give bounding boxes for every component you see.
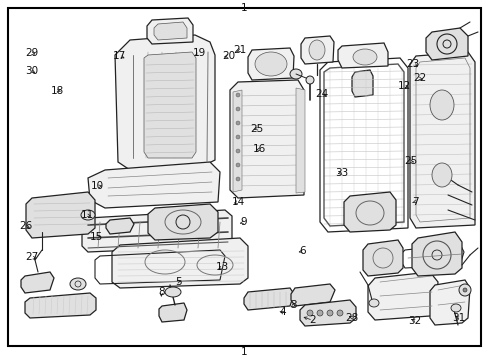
Text: 13: 13 xyxy=(215,262,229,272)
Ellipse shape xyxy=(368,299,378,307)
Polygon shape xyxy=(112,238,247,288)
Text: 23: 23 xyxy=(406,59,419,69)
Polygon shape xyxy=(159,303,186,322)
Ellipse shape xyxy=(458,284,470,296)
Text: 15: 15 xyxy=(90,232,103,242)
Polygon shape xyxy=(25,293,96,318)
Text: 31: 31 xyxy=(451,312,465,323)
Ellipse shape xyxy=(236,121,240,125)
Text: 4: 4 xyxy=(279,307,285,318)
Text: 11: 11 xyxy=(80,210,94,220)
Ellipse shape xyxy=(308,40,325,60)
Polygon shape xyxy=(106,218,134,234)
Ellipse shape xyxy=(442,40,450,48)
Ellipse shape xyxy=(236,163,240,167)
Text: 16: 16 xyxy=(252,144,265,154)
Polygon shape xyxy=(154,22,186,40)
Ellipse shape xyxy=(289,69,302,79)
Text: 33: 33 xyxy=(334,168,347,178)
Text: 32: 32 xyxy=(407,316,421,326)
Text: 12: 12 xyxy=(397,81,411,91)
Text: 29: 29 xyxy=(25,48,39,58)
Polygon shape xyxy=(299,300,355,326)
Polygon shape xyxy=(425,28,467,60)
Polygon shape xyxy=(26,192,95,238)
Text: 1: 1 xyxy=(241,347,247,357)
Polygon shape xyxy=(411,232,461,276)
Ellipse shape xyxy=(236,135,240,139)
Polygon shape xyxy=(409,52,474,228)
Text: 8: 8 xyxy=(158,287,164,297)
Polygon shape xyxy=(148,204,218,240)
Polygon shape xyxy=(337,43,387,68)
Text: 18: 18 xyxy=(51,86,64,96)
Ellipse shape xyxy=(431,250,441,260)
Ellipse shape xyxy=(306,310,312,316)
Polygon shape xyxy=(351,70,372,97)
Text: 19: 19 xyxy=(192,48,206,58)
Ellipse shape xyxy=(164,287,181,297)
Ellipse shape xyxy=(236,93,240,97)
Polygon shape xyxy=(147,18,193,44)
Polygon shape xyxy=(143,52,196,158)
Polygon shape xyxy=(301,36,333,64)
Polygon shape xyxy=(362,240,402,276)
Text: 27: 27 xyxy=(25,252,39,262)
Ellipse shape xyxy=(352,49,376,65)
Text: 1: 1 xyxy=(241,3,247,13)
Ellipse shape xyxy=(236,149,240,153)
Text: 14: 14 xyxy=(231,197,245,207)
Ellipse shape xyxy=(236,107,240,111)
Ellipse shape xyxy=(81,210,95,220)
Ellipse shape xyxy=(305,76,313,84)
Text: 3: 3 xyxy=(289,300,296,310)
Text: 30: 30 xyxy=(25,66,38,76)
Text: 25: 25 xyxy=(249,124,263,134)
Ellipse shape xyxy=(336,310,342,316)
Text: 28: 28 xyxy=(345,312,358,323)
Text: 20: 20 xyxy=(222,51,235,61)
Text: 17: 17 xyxy=(113,51,126,61)
Text: 5: 5 xyxy=(175,276,182,287)
Ellipse shape xyxy=(254,52,286,76)
Text: 6: 6 xyxy=(298,246,305,256)
Polygon shape xyxy=(343,192,395,232)
Polygon shape xyxy=(229,80,304,198)
Polygon shape xyxy=(115,35,215,170)
Polygon shape xyxy=(367,272,437,320)
Polygon shape xyxy=(244,288,293,310)
Ellipse shape xyxy=(176,215,190,229)
Text: 10: 10 xyxy=(91,181,104,192)
Polygon shape xyxy=(88,162,220,208)
Polygon shape xyxy=(295,88,305,193)
Text: 22: 22 xyxy=(412,73,426,84)
Polygon shape xyxy=(290,284,334,306)
Text: 7: 7 xyxy=(411,197,418,207)
Polygon shape xyxy=(429,280,469,325)
Ellipse shape xyxy=(70,278,86,290)
Text: 25: 25 xyxy=(403,156,417,166)
Ellipse shape xyxy=(431,163,451,187)
Ellipse shape xyxy=(462,288,466,292)
Text: 9: 9 xyxy=(240,217,246,228)
Text: 26: 26 xyxy=(19,221,32,231)
Text: 2: 2 xyxy=(309,315,316,325)
Polygon shape xyxy=(82,210,231,252)
Ellipse shape xyxy=(236,177,240,181)
Polygon shape xyxy=(247,48,293,80)
Text: 24: 24 xyxy=(314,89,328,99)
Text: 21: 21 xyxy=(232,45,246,55)
Ellipse shape xyxy=(450,304,460,312)
Ellipse shape xyxy=(429,90,453,120)
Polygon shape xyxy=(21,272,54,293)
Polygon shape xyxy=(232,90,242,192)
Ellipse shape xyxy=(326,310,332,316)
Ellipse shape xyxy=(316,310,323,316)
